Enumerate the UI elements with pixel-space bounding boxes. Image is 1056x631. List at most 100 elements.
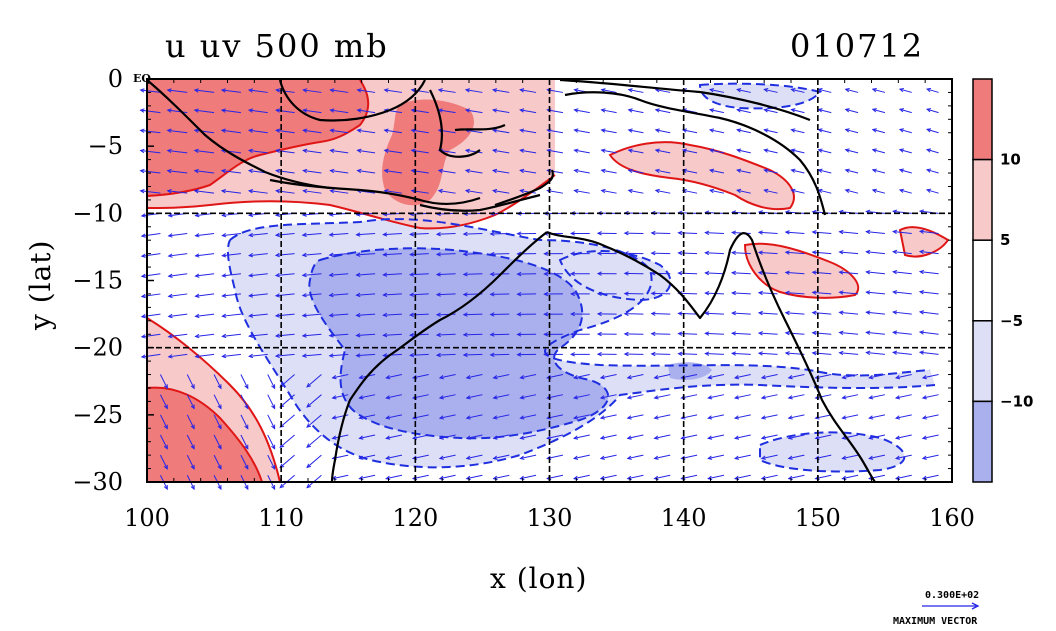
wind-vector	[788, 394, 805, 399]
wind-vector-head	[925, 108, 932, 113]
wind-vector	[866, 251, 885, 255]
wind-vector-head	[438, 375, 444, 380]
wind-vector	[493, 454, 510, 459]
wind-vector	[764, 189, 778, 194]
wind-vector-head	[543, 311, 549, 317]
wind-vector	[737, 149, 751, 154]
wind-vector	[601, 89, 617, 93]
wind-vector-head	[221, 233, 227, 238]
wind-vector	[708, 374, 725, 379]
wind-vector-head	[193, 148, 199, 154]
wind-vector-head	[489, 312, 495, 317]
wind-vector-head	[543, 291, 549, 297]
y-tick-label: −20	[72, 334, 123, 362]
wind-vector-head	[894, 455, 901, 460]
chart-title: u uv 500 mb	[165, 27, 389, 65]
wind-vector	[682, 129, 698, 134]
wind-vector	[466, 374, 483, 379]
wind-vector	[222, 333, 241, 337]
wind-vector	[248, 149, 268, 154]
wind-vector	[306, 434, 322, 448]
wind-vector	[785, 271, 805, 275]
wind-vector-head	[626, 395, 632, 400]
wind-vector-head	[790, 128, 796, 133]
wind-vector	[812, 231, 832, 234]
wind-vector-head	[516, 231, 522, 236]
wind-vector-head	[301, 333, 307, 338]
wind-vector	[654, 434, 671, 439]
wind-vector-head	[760, 375, 766, 380]
wind-vector	[357, 149, 376, 154]
wind-vector-head	[653, 395, 659, 400]
wind-vector-head	[918, 229, 924, 234]
wind-vector-head	[140, 354, 146, 359]
wind-vector-head	[871, 148, 877, 153]
wind-vector-head	[757, 310, 763, 316]
wind-vector-head	[757, 351, 763, 356]
wind-vector	[922, 454, 939, 459]
wind-vector	[240, 434, 249, 449]
wind-vector-head	[489, 332, 495, 337]
wind-vector	[709, 189, 725, 194]
wind-vector	[764, 88, 778, 93]
wind-vector-head	[306, 483, 312, 489]
wind-vector	[267, 454, 276, 470]
wind-vector-head	[244, 424, 249, 430]
wind-vector-head	[650, 251, 656, 256]
wind-vector-head	[331, 375, 337, 380]
wind-vector-head	[519, 88, 525, 93]
wind-vector-head	[865, 270, 871, 275]
wind-vector-head	[573, 168, 579, 174]
wind-vector-head	[925, 148, 932, 153]
wind-vector-head	[435, 292, 441, 297]
wind-vector-head	[247, 108, 254, 113]
wind-vector-head	[247, 128, 254, 133]
wind-vector-head	[868, 415, 874, 420]
wind-vector-head	[516, 312, 522, 317]
wind-vector	[893, 271, 912, 275]
wind-vector	[737, 189, 751, 194]
wind-vector-head	[220, 108, 226, 113]
wind-vector	[267, 434, 276, 449]
wind-vector-head	[190, 464, 195, 470]
wind-vector	[547, 149, 564, 154]
wind-vector-head	[271, 384, 276, 390]
wind-vector-head	[814, 435, 820, 440]
chart-date: 010712	[790, 27, 924, 65]
wind-vector-head	[492, 415, 498, 420]
wind-vector	[654, 414, 671, 419]
wind-vector	[899, 128, 912, 134]
wind-vector-head	[894, 415, 901, 420]
wind-vector	[758, 272, 778, 275]
wind-vector	[359, 434, 376, 439]
wind-vector	[302, 253, 322, 256]
wind-vector-head	[275, 128, 281, 133]
wind-vector-head	[302, 148, 308, 154]
wind-vector-head	[244, 384, 249, 390]
wind-vector-head	[462, 292, 468, 297]
wind-vector-head	[653, 435, 659, 440]
wind-vector-head	[844, 87, 850, 93]
wind-vector	[221, 170, 241, 174]
wind-vector-head	[736, 168, 742, 173]
wind-vector-head	[221, 313, 227, 318]
wind-vector-head	[221, 253, 227, 258]
wind-vector-head	[627, 108, 633, 113]
wind-vector-head	[274, 232, 280, 238]
wind-vector-head	[328, 272, 334, 278]
wind-vector	[922, 434, 939, 439]
wind-vector	[493, 414, 510, 419]
wind-vector	[279, 394, 295, 408]
wind-vector-head	[871, 188, 877, 193]
wind-vector	[926, 189, 939, 194]
wind-vector	[866, 231, 885, 234]
field-blue-light-3	[760, 432, 905, 472]
wind-vector	[758, 332, 778, 335]
wind-vector	[866, 291, 885, 295]
wind-vector	[141, 313, 161, 318]
wind-vector	[842, 454, 859, 459]
wind-vector	[895, 394, 912, 399]
wind-vector-head	[275, 88, 281, 93]
wind-vector-head	[627, 148, 633, 153]
wind-vector-head	[519, 128, 525, 133]
